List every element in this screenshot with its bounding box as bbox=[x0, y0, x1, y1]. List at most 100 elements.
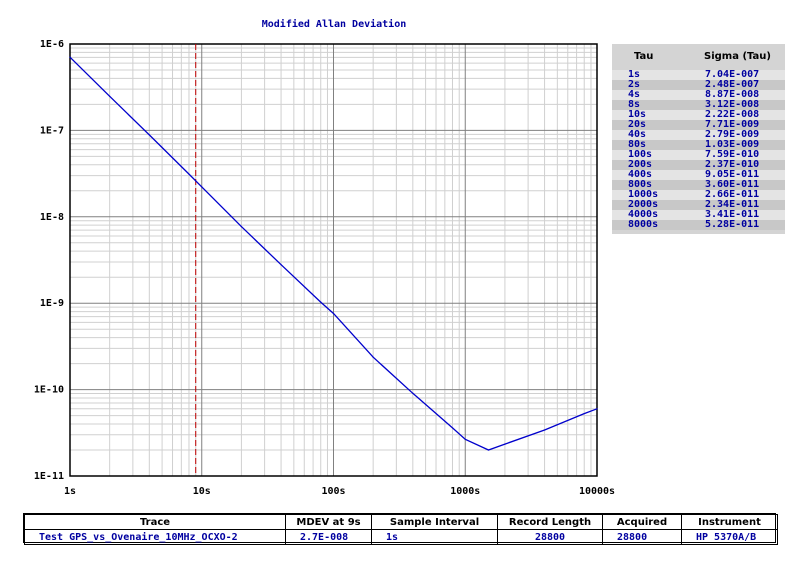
sigma-table-row: 100s 7.59E-010 bbox=[612, 150, 785, 160]
sigma-cell: 7.04E-007 bbox=[705, 69, 760, 80]
y-tick-label: 1E-8 bbox=[40, 212, 64, 223]
x-tick-label: 10s bbox=[193, 486, 211, 497]
data-point bbox=[109, 95, 111, 97]
data-point bbox=[188, 173, 190, 175]
y-tick-label: 1E-11 bbox=[34, 471, 64, 482]
tau-cell: 2s bbox=[628, 79, 641, 90]
data-point bbox=[320, 301, 322, 303]
mdev-header: MDEV at 9s bbox=[285, 514, 372, 530]
sigma-table-row: 4000s 3.41E-011 bbox=[612, 210, 785, 220]
info-table: Trace MDEV at 9s Sample Interval Record … bbox=[23, 513, 778, 545]
data-point bbox=[543, 429, 546, 431]
sigma-table-row: 200s 2.37E-010 bbox=[612, 160, 785, 170]
sigma-table-row: 8s 3.12E-008 bbox=[612, 100, 785, 110]
data-point bbox=[583, 412, 585, 415]
data-point bbox=[240, 225, 243, 228]
data-point bbox=[451, 427, 454, 429]
header-tau: Tau bbox=[634, 51, 654, 62]
data-point bbox=[69, 56, 71, 58]
data-point bbox=[280, 264, 282, 266]
sigma-table-row: 20s 7.71E-009 bbox=[612, 120, 785, 130]
x-tick-label: 100s bbox=[321, 486, 345, 497]
record-length-value: 28800 bbox=[497, 529, 603, 545]
data-point bbox=[412, 392, 414, 394]
sigma-table-row: 8000s 5.28E-011 bbox=[612, 220, 785, 230]
plot-frame bbox=[69, 43, 598, 477]
sigma-table-row: 10s 2.22E-008 bbox=[612, 110, 785, 120]
y-axis-labels: 1E-6 1E-7 1E-8 1E-9 1E-10 1E-11 bbox=[34, 39, 64, 482]
instrument-header: Instrument bbox=[681, 514, 778, 530]
x-axis-labels: 1s 10s 100s 1000s 10000s bbox=[64, 486, 615, 497]
data-point bbox=[372, 356, 374, 358]
sigma-cell: 9.05E-011 bbox=[705, 169, 760, 180]
sigma-cell: 3.12E-008 bbox=[705, 99, 760, 110]
sigma-table-rows: 1s 7.04E-007 2s 2.48E-007 4s 8.87E-008 8s 3.12E… bbox=[612, 70, 785, 230]
header-sigma: Sigma (Tau) bbox=[704, 51, 771, 62]
data-point bbox=[201, 186, 203, 188]
record-length-header: Record Length bbox=[497, 514, 603, 530]
acquired-header: Acquired bbox=[602, 514, 682, 530]
sample-interval-value: 1s bbox=[371, 529, 498, 545]
tau-cell: 20s bbox=[628, 119, 647, 130]
tau-cell: 1000s bbox=[628, 189, 659, 200]
sigma-table-row: 1s 7.04E-007 bbox=[612, 70, 785, 80]
sigma-table-row: 2000s 2.34E-011 bbox=[612, 200, 785, 210]
x-tick-label: 1000s bbox=[450, 486, 480, 497]
sigma-table-row: 80s 1.03E-009 bbox=[612, 140, 785, 150]
x-tick-label: 1s bbox=[64, 486, 76, 497]
tau-cell: 1s bbox=[628, 69, 641, 80]
major-gridlines bbox=[70, 44, 597, 476]
sigma-table-row: 4s 8.87E-008 bbox=[612, 90, 785, 100]
trace-header: Trace bbox=[24, 514, 286, 530]
tau-cell: 4000s bbox=[628, 209, 659, 220]
sigma-cell: 3.41E-011 bbox=[705, 209, 760, 220]
y-tick-label: 1E-10 bbox=[34, 385, 64, 396]
tau-cell: 10s bbox=[628, 109, 647, 120]
tau-cell: 8000s bbox=[628, 219, 659, 230]
sigma-table-row: 400s 9.05E-011 bbox=[612, 170, 785, 180]
sigma-table-row: 2s 2.48E-007 bbox=[612, 80, 785, 90]
tau-cell: 8s bbox=[628, 99, 641, 110]
tau-cell: 200s bbox=[628, 159, 653, 170]
data-point bbox=[148, 134, 150, 136]
data-point bbox=[464, 438, 466, 440]
tau-cell: 2000s bbox=[628, 199, 659, 210]
mdev-value: 2.7E-008 bbox=[285, 529, 372, 545]
chart-title: Modified Allan Deviation bbox=[262, 18, 407, 30]
sigma-cell: 5.28E-011 bbox=[705, 219, 760, 230]
sigma-cell: 2.48E-007 bbox=[705, 79, 760, 90]
tau-cell: 40s bbox=[628, 129, 647, 140]
sigma-cell: 2.79E-009 bbox=[705, 129, 760, 140]
data-point bbox=[332, 312, 335, 315]
sigma-table-row: 1000s 2.66E-011 bbox=[612, 190, 785, 200]
data-point bbox=[504, 443, 506, 445]
sigma-cell: 2.66E-011 bbox=[705, 189, 760, 200]
acquired-value: 28800 bbox=[602, 529, 682, 545]
y-tick-label: 1E-6 bbox=[40, 39, 64, 50]
trace-value: Test GPS_vs_Ovenaire_10MHz_OCXO-2 bbox=[24, 529, 286, 545]
sample-interval-header: Sample Interval bbox=[371, 514, 498, 530]
y-tick-label: 1E-9 bbox=[40, 298, 64, 309]
sigma-table: Tau Sigma (Tau) 1s 7.04E-007 2s 2.48E-007 4s… bbox=[612, 44, 785, 234]
mdev-chart: Modified Allan Deviation 1E-61E-71E-81E-… bbox=[34, 18, 615, 497]
sigma-table-row: 800s 3.60E-011 bbox=[612, 180, 785, 190]
sigma-cell: 1.03E-009 bbox=[705, 139, 760, 150]
sigma-cell: 2.22E-008 bbox=[705, 109, 760, 120]
tau-cell: 4s bbox=[628, 89, 641, 100]
series-line bbox=[69, 56, 598, 451]
data-point bbox=[596, 408, 598, 410]
sigma-table-header: Tau Sigma (Tau) bbox=[612, 51, 785, 65]
sigma-cell: 2.37E-010 bbox=[705, 159, 760, 170]
instrument-value: HP 5370A/B bbox=[681, 529, 778, 545]
sigma-cell: 3.60E-011 bbox=[705, 179, 760, 190]
tau-cell: 80s bbox=[628, 139, 647, 150]
sigma-cell: 2.34E-011 bbox=[705, 199, 760, 210]
x-tick-label: 10000s bbox=[579, 486, 615, 497]
sigma-cell: 8.87E-008 bbox=[705, 89, 760, 100]
tau-cell: 100s bbox=[628, 149, 653, 160]
sigma-table-row: 40s 2.79E-009 bbox=[612, 130, 785, 140]
y-tick-label: 1E-7 bbox=[40, 125, 64, 136]
sigma-cell: 7.71E-009 bbox=[705, 119, 760, 130]
sigma-cell: 7.59E-010 bbox=[705, 149, 760, 160]
data-points bbox=[69, 56, 598, 451]
